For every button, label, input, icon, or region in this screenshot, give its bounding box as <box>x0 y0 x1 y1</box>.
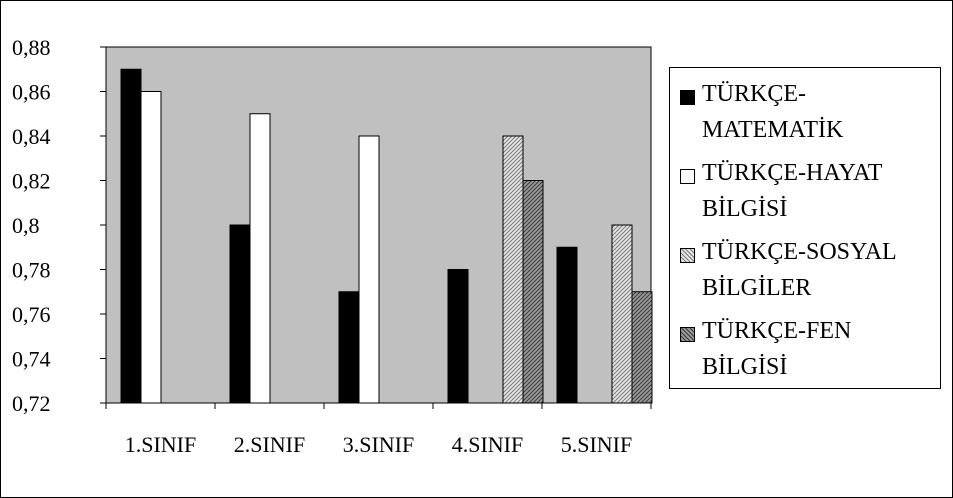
bar-türkçe-matemati-k-3-sinif <box>338 291 360 404</box>
x-tick-label: 4.SINIF <box>452 432 524 457</box>
legend-swatch-turkce-fen-bilgisi <box>680 327 695 342</box>
y-tick-label: 0,8 <box>12 213 40 238</box>
x-tick-label: 5.SINIF <box>561 432 633 457</box>
x-tick-label: 3.SINIF <box>343 432 415 457</box>
bar-türkçe-hayat-bi-lgi-si--1-sinif <box>140 91 162 404</box>
x-tick-label: 1.SINIF <box>125 432 197 457</box>
bar-türkçe-matemati-k-5-sinif <box>556 246 578 404</box>
legend-label: TÜRKÇE-MATEMATİK <box>702 81 844 143</box>
legend: TÜRKÇE-MATEMATİK TÜRKÇE-HAYAT BİLGİSİ TÜ… <box>669 67 941 389</box>
legend-label: TÜRKÇE-HAYAT BİLGİSİ <box>702 160 883 222</box>
legend-swatch-turkce-sosyal-bilgiler <box>680 248 695 263</box>
bar-türkçe-sosyal-bi-lgi-ler-4-sinif <box>502 135 524 404</box>
bar-türkçe-matemati-k-4-sinif <box>447 269 469 404</box>
bar-türkçe-fen-bi-lgi-si--4-sinif <box>522 180 544 404</box>
bar-türkçe-hayat-bi-lgi-si--3-sinif <box>358 135 380 404</box>
y-tick-label: 0,88 <box>12 35 51 60</box>
legend-label: TÜRKÇE-FEN BİLGİSİ <box>702 318 852 380</box>
bar-türkçe-hayat-bi-lgi-si--2-sinif <box>249 113 271 404</box>
legend-swatch-turkce-matematik <box>680 90 695 105</box>
y-tick-label: 0,74 <box>12 347 51 372</box>
legend-label: TÜRKÇE-SOSYAL BİLGİLER <box>702 239 896 301</box>
y-tick-label: 0,86 <box>12 80 51 105</box>
y-tick-label: 0,76 <box>12 302 51 327</box>
bar-türkçe-matemati-k-1-sinif <box>120 68 142 404</box>
bar-türkçe-matemati-k-2-sinif <box>229 224 251 404</box>
y-tick-label: 0,72 <box>12 391 51 416</box>
bar-türkçe-sosyal-bi-lgi-ler-5-sinif <box>611 224 633 404</box>
y-tick-label: 0,84 <box>12 124 51 149</box>
legend-swatch-turkce-hayat-bilgisi <box>680 169 695 184</box>
x-tick-label: 2.SINIF <box>234 432 306 457</box>
y-tick-label: 0,78 <box>12 258 51 283</box>
y-tick-label: 0,82 <box>12 169 51 194</box>
bar-türkçe-fen-bi-lgi-si--5-sinif <box>631 291 653 404</box>
